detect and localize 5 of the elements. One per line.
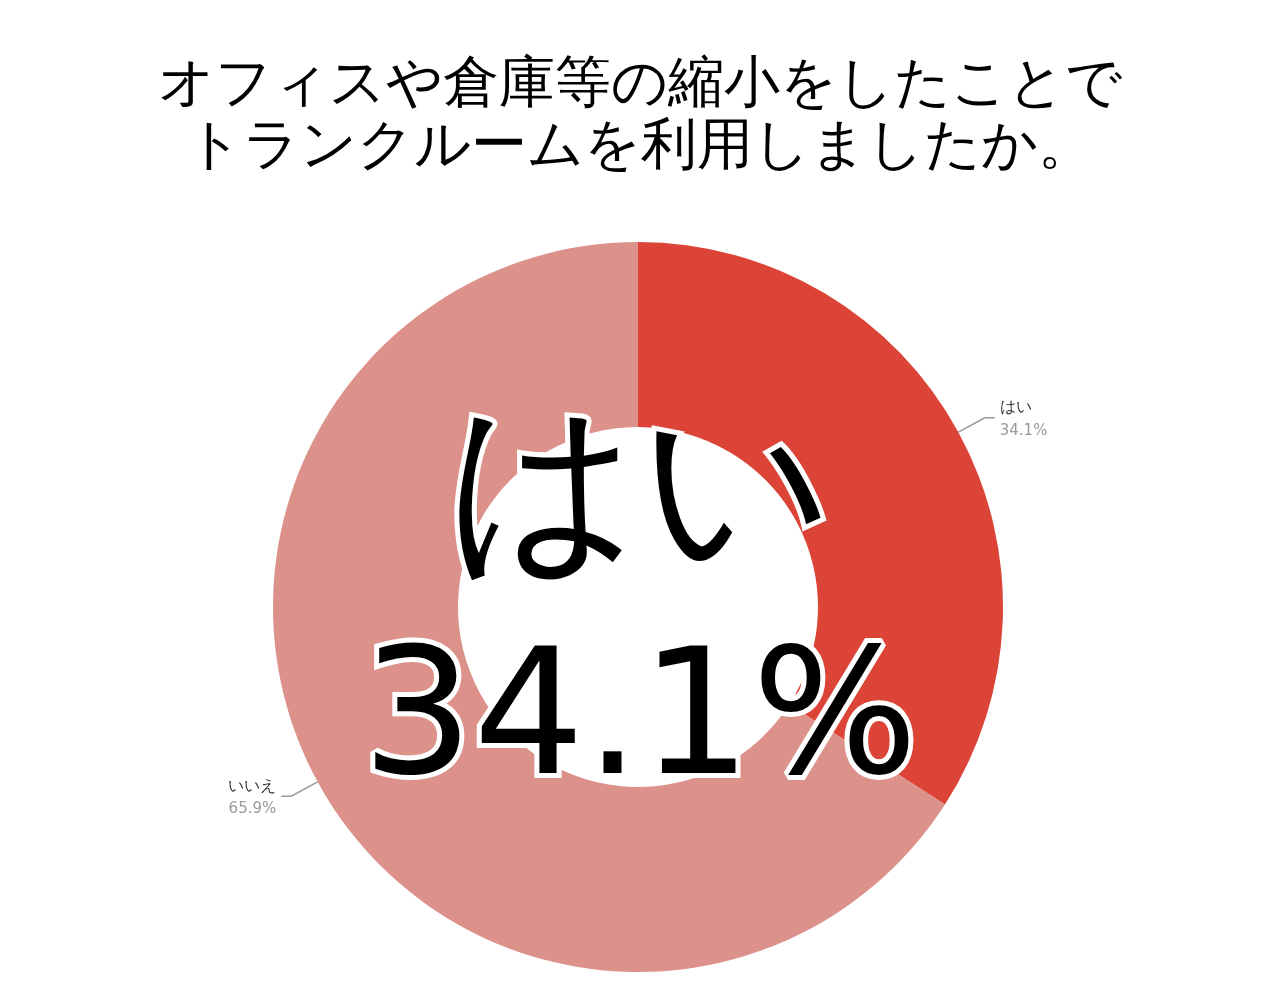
chart-title: オフィスや倉庫等の縮小をしたことでトランクルームを利用しましたか。 — [158, 48, 1123, 176]
slice-label: いいえ — [228, 775, 277, 795]
slice-label: はい — [999, 397, 1032, 417]
data-label: 34.1% — [999, 420, 1048, 439]
data-label: 65.9% — [228, 799, 277, 818]
